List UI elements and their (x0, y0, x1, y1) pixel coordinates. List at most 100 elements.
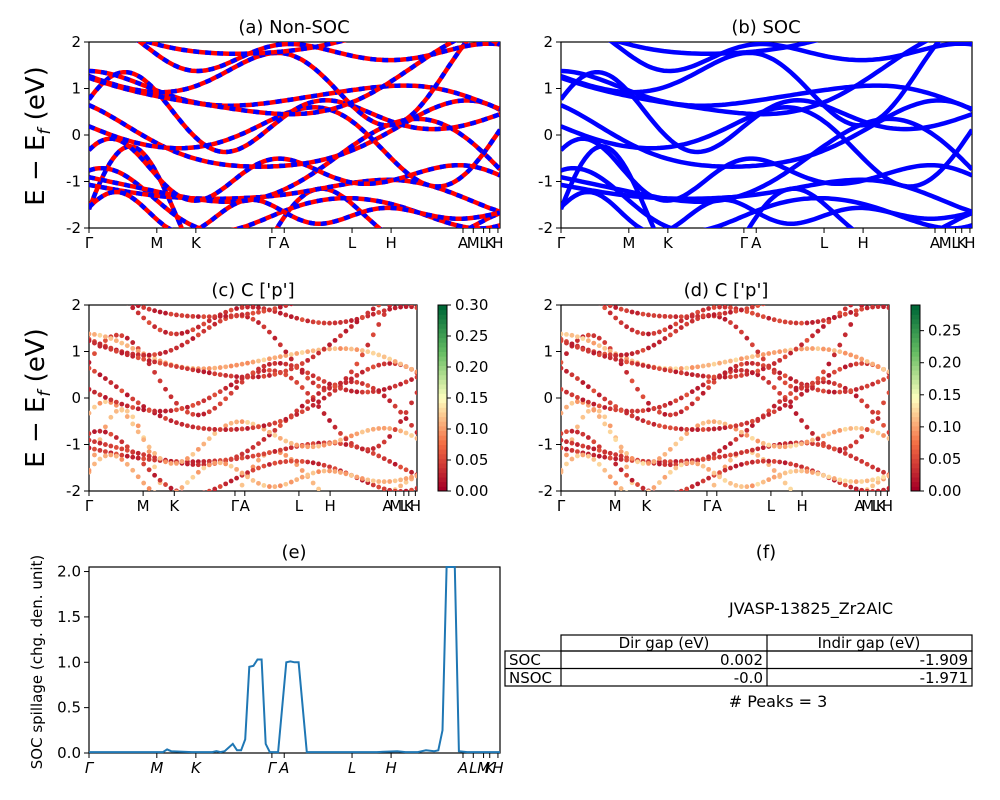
band-point (711, 361, 717, 367)
band-point (788, 486, 793, 491)
band-point (288, 366, 294, 372)
band-point (103, 442, 108, 447)
band-point (728, 374, 733, 380)
band-point (564, 340, 569, 346)
band-point (815, 376, 821, 381)
band-point (163, 329, 168, 335)
colorbar-segment (911, 356, 920, 362)
colorbar-segment (438, 305, 447, 311)
band-point (607, 406, 613, 412)
band-point (635, 496, 640, 501)
band-point (135, 400, 141, 406)
band-point (728, 452, 733, 458)
band-point (92, 461, 97, 467)
band-point (288, 314, 294, 320)
band-point (804, 388, 810, 393)
band-point (815, 328, 821, 334)
band-point (327, 342, 332, 348)
band-point (294, 351, 300, 356)
band-point (141, 437, 147, 443)
band-point (624, 490, 629, 491)
band-point (799, 381, 804, 387)
colorbar-tick-label: 0.10 (455, 420, 488, 438)
band-point (684, 427, 690, 432)
band-point (97, 400, 103, 406)
band-point (349, 283, 354, 288)
band-point (201, 314, 207, 320)
x-tick-label: Γ (557, 234, 566, 252)
band-point (695, 427, 701, 433)
band-point (624, 451, 629, 456)
band-point (272, 460, 278, 466)
band-point (114, 292, 119, 297)
band-point (332, 346, 338, 352)
band-point (842, 364, 848, 370)
band-point (561, 360, 564, 365)
band-point (561, 410, 564, 416)
band-point (575, 376, 580, 381)
band-point (657, 492, 662, 497)
band-point (876, 284, 881, 289)
band-point (228, 382, 234, 388)
band-point (859, 434, 865, 439)
band-point (310, 402, 316, 408)
x-tick-label: H (492, 234, 503, 252)
band-point (338, 285, 343, 290)
x-tick-label: L (469, 759, 477, 777)
ylabel-middle: E − Ef (eV) (21, 328, 55, 468)
band-point (607, 400, 613, 406)
band-point (585, 445, 591, 450)
band-line-blue (561, 42, 930, 117)
colorbar-tick-label: 0.20 (455, 358, 488, 376)
band-point (365, 389, 371, 395)
band-point (371, 284, 376, 289)
band-point (564, 452, 569, 458)
band-point (305, 357, 311, 363)
band-point (870, 361, 875, 367)
band-point (667, 412, 673, 418)
band-point (629, 309, 635, 315)
band-point (804, 320, 810, 326)
table-cell: -0.0 (734, 669, 763, 687)
band-point (113, 399, 119, 405)
band-point (575, 395, 580, 400)
colorbar-segment (438, 388, 447, 394)
colorbar-segment (438, 421, 447, 427)
band-point (678, 314, 684, 320)
band-point (569, 428, 575, 434)
band-line-blue (561, 165, 972, 228)
band-point (376, 352, 382, 358)
band-point (700, 382, 706, 388)
band-point (585, 384, 591, 390)
band-point (299, 409, 305, 415)
band-point (103, 288, 108, 293)
band-point (788, 383, 793, 389)
band-point (185, 329, 190, 335)
band-point (261, 437, 267, 442)
band-point (853, 308, 859, 314)
band-point (130, 340, 136, 345)
colorbar-segment (911, 309, 920, 315)
band-point (387, 289, 392, 294)
band-point (706, 362, 711, 368)
band-point (327, 320, 332, 326)
band-point (689, 389, 695, 395)
colorbar-segment (911, 435, 920, 441)
y-tick-label: 1 (543, 80, 553, 98)
band-point (810, 381, 815, 386)
band-point (826, 379, 832, 385)
band-point (618, 457, 624, 462)
band-line-blue-dashed (89, 136, 500, 203)
band-point (92, 368, 97, 374)
band-point (559, 284, 564, 289)
band-point (635, 482, 640, 487)
band-point (316, 399, 321, 405)
table-cell: -1.971 (920, 669, 968, 687)
band-point (338, 470, 343, 475)
band-line-blue-dashed (89, 189, 500, 228)
band-point (782, 354, 788, 360)
band-point (283, 459, 289, 464)
band-point (376, 443, 382, 449)
band-point (409, 377, 414, 383)
